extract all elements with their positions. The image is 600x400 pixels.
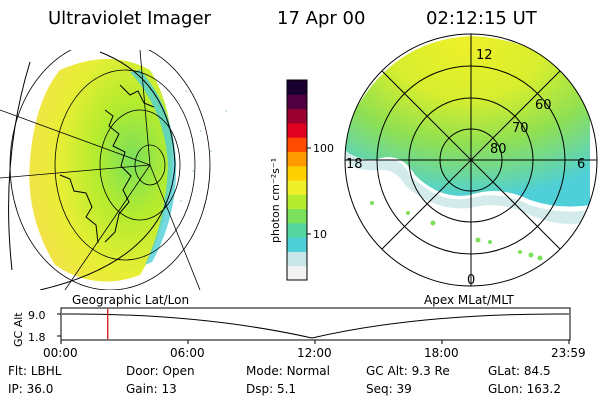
mlt-label-6: 6 [577,157,585,172]
colorbar-cell [287,151,307,167]
colorbar-cell [287,180,307,195]
lat-circle [99,109,181,221]
apex-label: Apex MLat/MLT [424,293,514,307]
timeline-ytick-min: 1.8 [28,331,46,344]
colorbar-cell [287,122,307,138]
colorbar-cell [287,165,307,181]
timeline-ylabel: GC Alt [12,312,25,347]
timeline-frame [60,307,571,341]
globe-limb [8,61,31,271]
auroral-spots [370,201,543,261]
colorbar-tick-label-100: 100 [313,142,334,155]
colorbar-cell [287,94,307,110]
auroral-image-right [345,36,590,207]
lat-label-80: 80 [490,142,507,157]
auroral-fringe [345,150,590,224]
colorbar-unit-label: photon cm⁻²s⁻¹ [269,158,282,243]
xtick-label: 00:00 [43,346,78,360]
mlt-label-0: 0 [467,273,475,288]
timeline-ytick-max: 9.0 [28,309,46,322]
geographic-globe [0,50,211,290]
mlt-axis-diagonal [381,70,561,250]
colorbar-tick-label-10: 10 [313,228,327,241]
status-glon: GLon: 163.2 [488,382,561,396]
lat-circle [9,50,211,290]
mlt-label-12: 12 [476,48,493,63]
instrument-title: Ultraviolet Imager [48,8,212,29]
timeline-xticks [60,340,570,344]
status-gc-alt: GC Alt: 9.3 Re [366,364,450,378]
status-glat: GLat: 84.5 [488,364,551,378]
colorbar: 100 10 photon cm⁻²s⁻¹ [269,79,334,281]
status-mode: Mode: Normal [246,364,330,378]
meridian [139,50,151,166]
time-label: 02:12:15 UT [426,8,538,29]
magnetic-polar-plot: 12 18 6 0 60 70 80 [344,33,598,288]
meridian [149,164,201,290]
coastline [59,84,155,244]
globe-limb-right [39,51,176,290]
colorbar-cell [287,208,307,224]
status-gain: Gain: 13 [126,382,177,396]
status-flt: Flt: LBHL [8,364,62,378]
status-door: Door: Open [126,364,195,378]
colorbar-cell [287,237,307,252]
colorbar-cell [287,222,307,238]
lat-circle [54,69,196,261]
xtick-label: 06:00 [170,346,205,360]
status-ip: IP: 36.0 [8,382,53,396]
colorbar-cell [287,194,307,210]
meridian [0,109,151,166]
meridian [0,164,151,179]
colorbar-frame [286,79,308,281]
colorbar-cell [287,265,307,281]
altitude-curve [61,313,570,339]
status-row-1: Flt: LBHL Door: Open Mode: Normal GC Alt… [8,364,551,378]
lat-label-60: 60 [535,98,552,113]
geographic-label: Geographic Lat/Lon [72,293,189,307]
mlt-label-18: 18 [346,157,363,172]
status-seq: Seq: 39 [366,382,412,396]
lat-label-70: 70 [512,121,529,136]
status-row-2: IP: 36.0 Gain: 13 Dsp: 5.1 Seq: 39 GLon:… [8,382,561,396]
status-dsp: Dsp: 5.1 [246,382,296,396]
date-label: 17 Apr 00 [277,8,365,29]
colorbar-cell [287,251,307,267]
colorbar-cell [287,80,307,95]
colorbar-cell [287,108,307,124]
altitude-timeline: GC Alt 9.0 1.8 00:00 06:00 12:00 18:00 2… [12,307,586,360]
meridian [64,164,151,290]
xtick-label: 23:59 [551,346,586,360]
xtick-label: 12:00 [297,346,332,360]
lat-circle [134,144,166,186]
colorbar-cell [287,137,307,152]
noise-specks-left [180,90,227,202]
terminator-band [130,70,177,265]
xtick-label: 18:00 [424,346,459,360]
